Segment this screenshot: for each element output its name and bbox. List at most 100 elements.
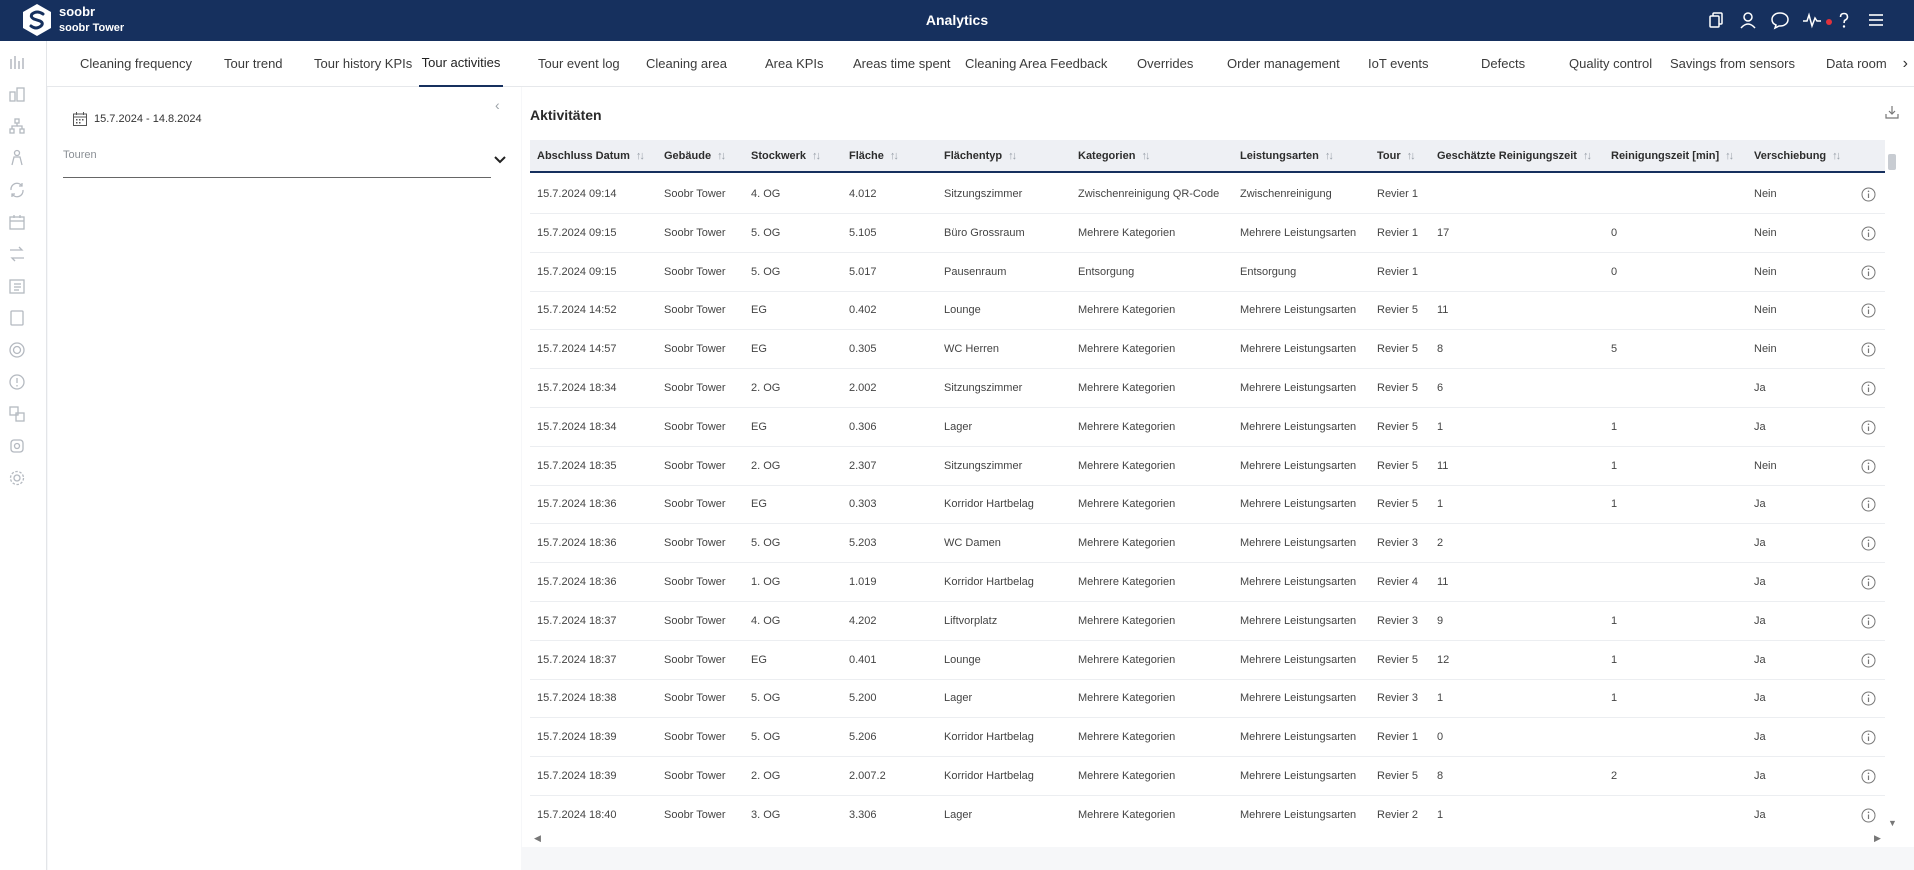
tab-tour-trend[interactable]: Tour trend xyxy=(224,56,283,71)
copy-icon[interactable] xyxy=(1706,10,1726,30)
sort-icon[interactable]: ↑↓ xyxy=(889,150,899,162)
tab-cleaning-area-feedback[interactable]: Cleaning Area Feedback xyxy=(965,56,1108,71)
info-icon[interactable] xyxy=(1861,769,1876,784)
table-row[interactable]: 15.7.2024 14:52 Soobr Tower EG 0.402 Lounge M… xyxy=(530,291,1885,331)
table-row[interactable]: 15.7.2024 18:34 Soobr Tower 2. OG 2.002 Sitz… xyxy=(530,369,1885,408)
header-col-verschiebung[interactable]: Verschiebung ↑↓ xyxy=(1754,140,1841,173)
info-icon[interactable] xyxy=(1861,653,1876,668)
table-row[interactable]: 15.7.2024 18:34 Soobr Tower EG 0.306 Lager Me… xyxy=(530,408,1885,447)
tab-iot-events[interactable]: IoT events xyxy=(1368,56,1429,71)
scroll-thumb[interactable] xyxy=(1888,154,1896,170)
tab-cleaning-frequency[interactable]: Cleaning frequency xyxy=(80,56,193,71)
sort-icon[interactable]: ↑↓ xyxy=(717,150,726,162)
table-row[interactable]: 15.7.2024 18:36 Soobr Tower 5. OG 5.203 WC D… xyxy=(530,524,1885,564)
translate-icon[interactable] xyxy=(8,405,26,423)
header-col-stockwerk[interactable]: Stockwerk ↑↓ xyxy=(751,140,821,173)
alert-icon[interactable] xyxy=(8,373,26,391)
sort-icon[interactable]: ↑↓ xyxy=(1406,150,1416,162)
vertical-scrollbar[interactable]: ▼ xyxy=(1886,150,1898,830)
info-icon[interactable] xyxy=(1861,342,1876,357)
export-download-icon[interactable] xyxy=(1884,104,1900,120)
header-col-leistungsarten[interactable]: Leistungsarten ↑↓ xyxy=(1240,140,1334,173)
soobr-logo-icon[interactable] xyxy=(22,3,52,37)
info-icon[interactable] xyxy=(1861,575,1876,590)
header-col-tour[interactable]: Tour ↑↓ xyxy=(1377,140,1416,173)
header-col-kategorien[interactable]: Kategorien ↑↓ xyxy=(1078,140,1150,173)
scroll-left-arrow-icon[interactable]: ◀ xyxy=(534,833,541,843)
tab-tour-event-log[interactable]: Tour event log xyxy=(538,56,620,71)
table-row[interactable]: 15.7.2024 18:37 Soobr Tower EG 0.401 Lounge M… xyxy=(530,641,1885,680)
tab-defects[interactable]: Defects xyxy=(1481,56,1526,71)
user-icon[interactable] xyxy=(1738,10,1758,30)
collapse-panel-icon[interactable]: ‹ xyxy=(495,97,500,113)
header-col-geschaetzte-reinigungszeit[interactable]: Geschätzte Reinigungszeit ↑↓ xyxy=(1437,140,1592,173)
tabs-scroll-right-icon[interactable]: › xyxy=(1902,55,1908,72)
chat-icon[interactable] xyxy=(1770,10,1790,30)
info-icon[interactable] xyxy=(1861,265,1876,280)
tab-areas-time-spent[interactable]: Areas time spent xyxy=(853,56,951,71)
info-icon[interactable] xyxy=(1861,730,1876,745)
table-row[interactable]: 15.7.2024 09:15 Soobr Tower 5. OG 5.017 Paus… xyxy=(530,253,1885,292)
org-tree-icon[interactable] xyxy=(8,117,26,135)
sort-icon[interactable]: ↑↓ xyxy=(1141,150,1150,162)
person-icon[interactable] xyxy=(8,149,26,167)
info-icon[interactable] xyxy=(1861,691,1876,706)
table-row[interactable]: 15.7.2024 18:36 Soobr Tower 1. OG 1.019 Korr… xyxy=(530,563,1885,602)
tab-tour-activities[interactable]: Tour activities xyxy=(419,41,503,87)
table-row[interactable]: 15.7.2024 18:36 Soobr Tower EG 0.303 Korrido… xyxy=(530,485,1885,525)
table-row[interactable]: 15.7.2024 18:39 Soobr Tower 2. OG 2.007.2 Ko… xyxy=(530,757,1885,796)
sort-icon[interactable]: ↑↓ xyxy=(635,150,645,162)
scroll-down-arrow-icon[interactable]: ▼ xyxy=(1888,818,1897,828)
refresh-icon[interactable] xyxy=(8,181,26,199)
tab-area-kpis[interactable]: Area KPIs xyxy=(765,56,824,71)
info-icon[interactable] xyxy=(1861,187,1876,202)
date-range-picker[interactable]: 15.7.2024 - 14.8.2024 xyxy=(72,110,202,128)
header-col-reinigungszeit[interactable]: Reinigungszeit [min] ↑↓ xyxy=(1611,140,1734,173)
checklist-icon[interactable] xyxy=(8,277,26,295)
building-chart-icon[interactable] xyxy=(8,85,26,103)
sort-icon[interactable]: ↑↓ xyxy=(1832,150,1841,162)
header-col-flaechentyp[interactable]: Flächentyp ↑↓ xyxy=(944,140,1017,173)
table-row[interactable]: 15.7.2024 18:35 Soobr Tower 2. OG 2.307 Sitz… xyxy=(530,447,1885,486)
horizontal-scrollbar[interactable]: ◀ ▶ xyxy=(530,832,1881,844)
swap-icon[interactable] xyxy=(8,245,26,263)
table-row[interactable]: 15.7.2024 09:14 Soobr Tower 4. OG 4.012 Sitz… xyxy=(530,175,1885,214)
tab-cleaning-area[interactable]: Cleaning area xyxy=(646,56,727,71)
table-row[interactable]: 15.7.2024 18:37 Soobr Tower 4. OG 4.202 Lift… xyxy=(530,602,1885,641)
target-icon[interactable] xyxy=(8,341,26,359)
calendar-list-icon[interactable] xyxy=(8,213,26,231)
tab-order-management[interactable]: Order management xyxy=(1227,56,1340,71)
table-row[interactable]: 15.7.2024 18:38 Soobr Tower 5. OG 5.200 Lage… xyxy=(530,679,1885,719)
header-col-abschluss-datum[interactable]: Abschluss Datum ↑↓ xyxy=(537,140,645,173)
tablet-icon[interactable] xyxy=(8,309,26,327)
tab-tour-history-kpis[interactable]: Tour history KPIs xyxy=(314,56,413,71)
info-icon[interactable] xyxy=(1861,420,1876,435)
tab-savings-from-sensors[interactable]: Savings from sensors xyxy=(1670,56,1795,71)
table-row[interactable]: 15.7.2024 18:40 Soobr Tower 3. OG 3.306 Lage… xyxy=(530,796,1885,830)
table-row[interactable]: 15.7.2024 14:57 Soobr Tower EG 0.305 WC Herr… xyxy=(530,330,1885,370)
sort-icon[interactable]: ↑↓ xyxy=(1725,150,1734,162)
bar-chart-icon[interactable] xyxy=(8,53,26,71)
info-icon[interactable] xyxy=(1861,536,1876,551)
scroll-right-arrow-icon[interactable]: ▶ xyxy=(1874,833,1881,843)
tab-quality-control[interactable]: Quality control xyxy=(1569,56,1653,71)
tab-data-room[interactable]: Data room xyxy=(1826,56,1887,71)
settings-cog-icon[interactable] xyxy=(8,437,26,455)
info-icon[interactable] xyxy=(1861,226,1876,241)
tab-overrides[interactable]: Overrides xyxy=(1137,56,1194,71)
pulse-icon[interactable] xyxy=(1802,10,1822,30)
menu-icon[interactable] xyxy=(1866,10,1886,30)
help-icon[interactable] xyxy=(1834,10,1854,30)
sort-icon[interactable]: ↑↓ xyxy=(1582,150,1592,162)
gear-icon[interactable] xyxy=(8,469,26,487)
info-icon[interactable] xyxy=(1861,303,1876,318)
header-col-flaeche[interactable]: Fläche ↑↓ xyxy=(849,140,899,173)
table-row[interactable]: 15.7.2024 09:15 Soobr Tower 5. OG 5.105 Büro… xyxy=(530,214,1885,253)
info-icon[interactable] xyxy=(1861,808,1876,823)
header-col-gebaeude[interactable]: Gebäude ↑↓ xyxy=(664,140,726,173)
table-row[interactable]: 15.7.2024 18:39 Soobr Tower 5. OG 5.206 Korr… xyxy=(530,718,1885,758)
tours-select[interactable]: Touren xyxy=(63,140,506,178)
info-icon[interactable] xyxy=(1861,459,1876,474)
sort-icon[interactable]: ↑↓ xyxy=(812,150,821,162)
sort-icon[interactable]: ↑↓ xyxy=(1324,150,1334,162)
